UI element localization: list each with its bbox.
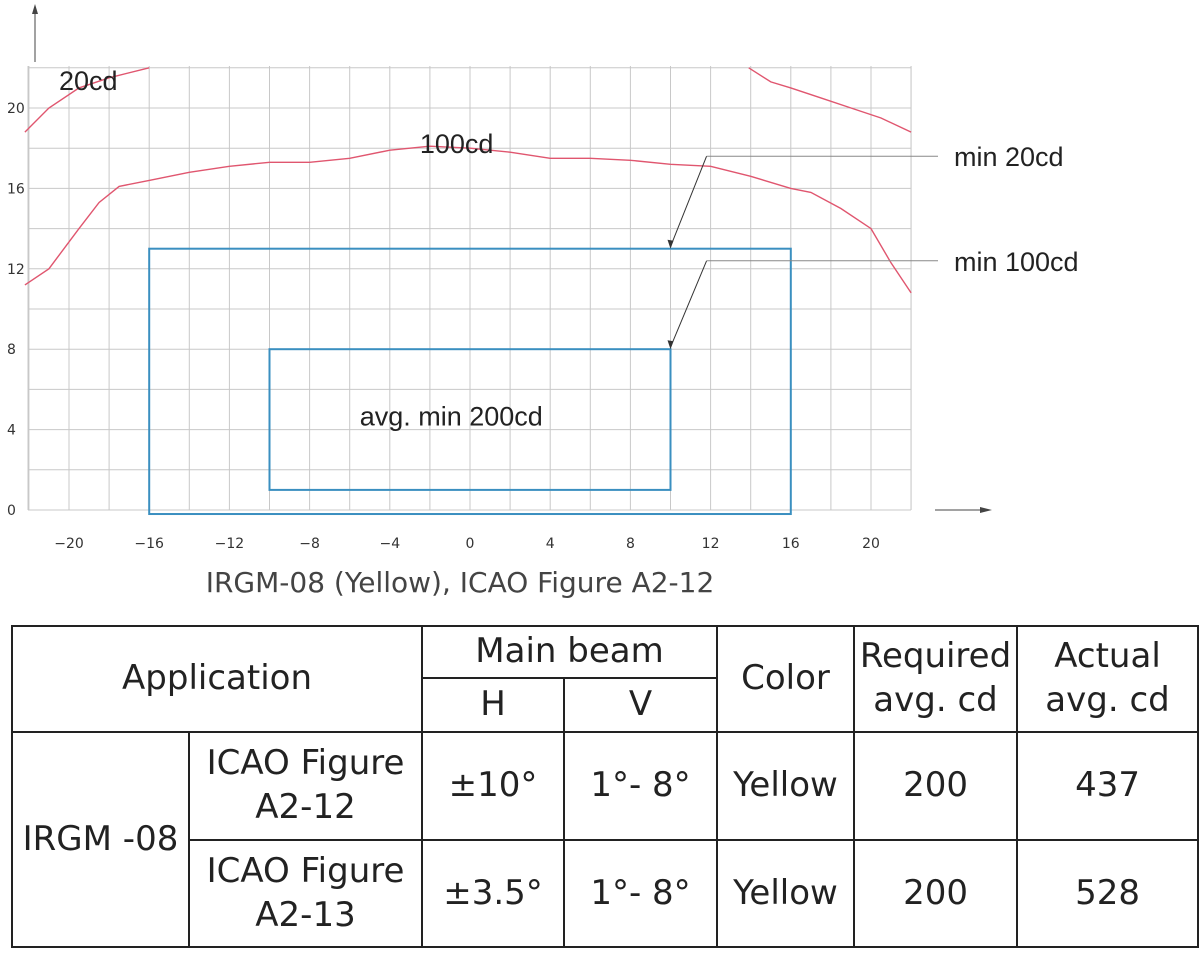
product-cell: IRGM -08 — [11, 731, 190, 948]
chart-annotation: avg. min 200cd — [360, 402, 543, 432]
h-cell: ±3.5° — [421, 839, 566, 948]
callout-arrowhead — [667, 340, 674, 350]
figure-line2: A2-13 — [255, 894, 356, 935]
color-cell: Yellow — [716, 839, 856, 948]
callout-label: min 20cd — [954, 142, 1064, 172]
x-tick-label: 12 — [702, 536, 720, 552]
y-tick-label: 4 — [7, 423, 16, 439]
chart-annotation: 100cd — [420, 129, 494, 159]
chart-caption: IRGM-08 (Yellow), ICAO Figure A2-12 — [205, 566, 715, 599]
x-tick-label: −4 — [379, 536, 400, 552]
figure-line2: A2-12 — [255, 787, 356, 827]
header-required-line1: Required — [859, 636, 1012, 677]
header-required-line2: avg. cd — [873, 680, 998, 720]
isocandela-curve-20cd — [748, 67, 912, 133]
header-v: V — [563, 677, 719, 733]
x-tick-label: −16 — [134, 536, 164, 552]
y-tick-label: 20 — [7, 101, 25, 117]
header-actual-line1: Actual — [1054, 636, 1161, 677]
x-tick-label: −20 — [54, 536, 84, 552]
h-cell: ±10° — [421, 731, 566, 841]
figure-cell: ICAO Figure A2-12 — [187, 731, 424, 841]
requirement-zone — [148, 247, 792, 516]
photometric-chart: −20 −16 −12 −8 −4 0 4 8 12 16 20 0 4 8 12 16 20 20cd 100c… — [7, 4, 1079, 552]
x-tick-label: 0 — [466, 536, 475, 552]
figure-cell: ICAO Figure A2-13 — [187, 839, 424, 948]
isocandela-curve-20cd — [24, 67, 150, 133]
color-cell: Yellow — [716, 731, 856, 841]
x-tick-label: −12 — [215, 536, 245, 552]
actual-cell: 437 — [1016, 731, 1200, 841]
isocandela-curve-100cd — [24, 145, 912, 294]
table-row: ICAO Figure A2-13 ±3.5° 1°- 8° Yellow 20… — [12, 839, 1200, 948]
v-cell: 1°- 8° — [563, 839, 719, 948]
y-tick-label: 8 — [7, 342, 16, 358]
header-main-beam: Main beam — [421, 625, 719, 679]
table-row: IRGM -08 ICAO Figure A2-12 ±10° 1°- 8° Y… — [11, 731, 1200, 948]
callout-arrowhead — [667, 239, 674, 249]
chart-axes — [32, 4, 992, 513]
header-actual-line2: avg. cd — [1045, 680, 1170, 720]
figure-line1: ICAO Figure — [206, 743, 405, 784]
required-cell: 200 — [853, 839, 1019, 948]
x-tick-label: 8 — [626, 536, 635, 552]
y-tick-label: 12 — [7, 262, 25, 278]
callout-label: min 100cd — [954, 247, 1079, 277]
callout-leader — [670, 156, 708, 247]
x-axis-arrow — [980, 507, 992, 513]
x-tick-label: 20 — [862, 536, 880, 552]
figure-line1: ICAO Figure — [206, 850, 405, 891]
requirement-zone — [268, 348, 672, 491]
header-color: Color — [716, 625, 856, 733]
chart-grid — [27, 66, 912, 511]
spec-table: Application Main beam Color Required avg… — [10, 625, 1200, 948]
callout-leader — [670, 260, 708, 348]
header-actual: Actual avg. cd — [1016, 625, 1200, 733]
x-tick-label: 4 — [546, 536, 555, 552]
x-tick-label: 16 — [782, 536, 800, 552]
required-cell: 200 — [853, 731, 1019, 841]
y-axis-arrow — [32, 4, 38, 14]
y-tick-label: 0 — [7, 503, 16, 519]
x-tick-label: −8 — [299, 536, 320, 552]
chart-annotation: 20cd — [59, 66, 118, 96]
actual-cell: 528 — [1016, 839, 1200, 948]
header-application: Application — [10, 625, 424, 733]
v-cell: 1°- 8° — [563, 731, 719, 841]
y-tick-label: 16 — [7, 181, 25, 197]
header-h: H — [421, 677, 566, 733]
header-required: Required avg. cd — [853, 625, 1019, 733]
